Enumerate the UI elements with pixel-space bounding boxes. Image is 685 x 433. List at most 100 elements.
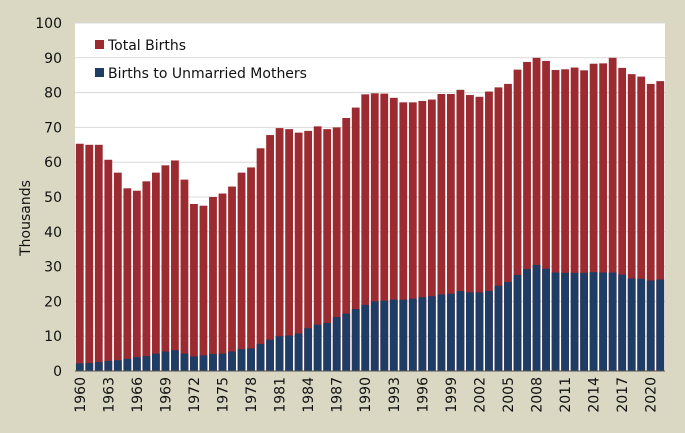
x-tick-label: 1960: [73, 377, 89, 413]
x-tick-label: 1969: [158, 377, 174, 413]
bar-unmarried-births: [247, 348, 255, 371]
bar-unmarried-births: [532, 264, 541, 371]
bar-total-births: [599, 63, 608, 371]
x-tick-label: 2005: [501, 377, 517, 413]
x-tick-label: 1966: [130, 377, 146, 413]
x-tick-label: 1981: [273, 377, 289, 413]
bar-unmarried-births: [494, 285, 503, 371]
bar-total-births: [513, 69, 522, 371]
y-tick-label: 20: [44, 294, 62, 310]
bar-unmarried-births: [551, 272, 560, 371]
bar-total-births: [427, 99, 436, 371]
bar-total-births: [275, 128, 284, 371]
bar-unmarried-births: [380, 300, 389, 371]
bar-unmarried-births: [361, 304, 370, 371]
x-tick-label: 1972: [187, 377, 203, 413]
legend-label-unmarried-births: Births to Unmarried Mothers: [108, 66, 307, 82]
bar-total-births: [332, 127, 341, 372]
bar-unmarried-births: [209, 353, 217, 371]
bar-unmarried-births: [180, 353, 189, 371]
bar-unmarried-births: [485, 290, 493, 371]
bar-total-births: [104, 159, 113, 371]
y-tick-label: 80: [44, 86, 62, 102]
y-tick-label: 30: [44, 260, 62, 276]
bar-unmarried-births: [190, 356, 198, 371]
bar-unmarried-births: [294, 333, 303, 371]
bar-total-births: [370, 93, 379, 372]
bar-unmarried-births: [427, 296, 436, 371]
bars: [75, 57, 665, 372]
bar-unmarried-births: [342, 313, 351, 371]
x-tick-label: 1975: [216, 377, 232, 413]
x-tick-label: 1978: [244, 377, 260, 413]
x-tick-label: 1984: [301, 377, 317, 413]
bar-total-births: [456, 89, 465, 371]
y-tick-label: 70: [44, 120, 62, 136]
bar-total-births: [542, 60, 550, 371]
bar-total-births: [408, 102, 417, 372]
bar-unmarried-births: [561, 272, 569, 371]
bar-total-births: [627, 74, 636, 371]
bar-unmarried-births: [275, 336, 284, 371]
bar-total-births: [523, 61, 531, 371]
x-tick-label: 1987: [330, 377, 346, 413]
bar-total-births: [190, 203, 198, 371]
bar-total-births: [399, 102, 408, 372]
x-tick-label: 2011: [558, 377, 574, 413]
bar-unmarried-births: [456, 290, 465, 371]
x-tick-label: 2002: [472, 377, 488, 413]
bar-unmarried-births: [580, 272, 589, 371]
y-tick-label: 90: [44, 51, 62, 67]
y-tick-label: 40: [44, 225, 62, 241]
bar-unmarried-births: [171, 350, 179, 371]
bar-total-births: [618, 67, 627, 371]
bar-total-births: [608, 57, 617, 372]
bar-unmarried-births: [313, 324, 322, 371]
bar-unmarried-births: [142, 356, 151, 371]
x-tick-labels: 1960 1963 1966 1969 1972 1975 1978 1981 1984 1987…: [73, 377, 660, 413]
bar-total-births: [418, 100, 427, 372]
bar-total-births: [589, 63, 598, 371]
bar-unmarried-births: [523, 269, 531, 371]
bar-total-births: [570, 67, 579, 371]
bar-unmarried-births: [608, 272, 617, 371]
bar-unmarried-births: [151, 353, 160, 371]
bar-unmarried-births: [475, 292, 484, 371]
bar-total-births: [247, 167, 255, 371]
bar-total-births: [132, 190, 141, 371]
bar-total-births: [504, 83, 512, 372]
bar-unmarried-births: [418, 297, 427, 371]
bar-unmarried-births: [161, 351, 170, 371]
x-tick-label: 1993: [387, 377, 403, 413]
bar-unmarried-births: [266, 339, 274, 371]
bar-total-births: [218, 193, 227, 371]
bar-unmarried-births: [285, 335, 294, 371]
bar-unmarried-births: [437, 294, 446, 371]
legend-swatch-unmarried-births: [95, 68, 104, 77]
bar-unmarried-births: [94, 361, 103, 371]
bar-total-births: [199, 205, 208, 371]
bar-unmarried-births: [75, 363, 84, 371]
bar-total-births: [323, 129, 332, 371]
bar-total-births: [361, 94, 370, 371]
bar-unmarried-births: [542, 268, 550, 371]
bar-total-births: [113, 172, 122, 371]
bar-total-births: [209, 197, 217, 371]
bar-total-births: [446, 93, 455, 371]
y-tick-label: 60: [44, 155, 62, 171]
bar-unmarried-births: [570, 272, 579, 371]
bar-total-births: [161, 165, 170, 371]
bar-unmarried-births: [218, 353, 227, 371]
x-tick-label: 1999: [444, 377, 460, 413]
bar-total-births: [580, 70, 589, 371]
bar-unmarried-births: [399, 299, 408, 371]
bar-total-births: [94, 144, 103, 371]
bar-unmarried-births: [656, 279, 665, 371]
bar-unmarried-births: [132, 357, 141, 371]
bar-total-births: [561, 69, 569, 371]
bar-unmarried-births: [113, 360, 122, 371]
bar-unmarried-births: [646, 280, 655, 371]
x-tick-label: 2008: [530, 377, 546, 413]
bar-total-births: [551, 69, 560, 371]
bar-unmarried-births: [85, 362, 94, 371]
